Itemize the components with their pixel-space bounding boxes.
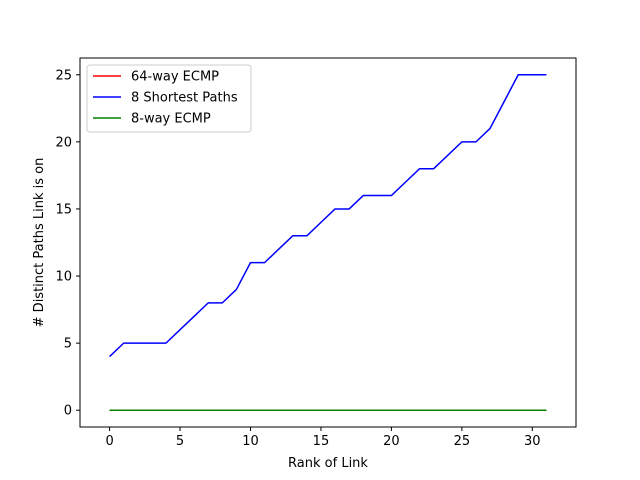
legend: 64-way ECMP 8 Shortest Paths 8-way ECMP (86, 64, 252, 133)
legend-label: 8 Shortest Paths (131, 91, 238, 106)
y-tick-label: 0 (64, 404, 72, 419)
x-axis: 0 5 10 15 20 25 30 (105, 427, 541, 449)
y-axis: 0 5 10 15 20 25 (55, 68, 80, 419)
series-layer (109, 74, 547, 411)
y-tick-label: 20 (55, 135, 72, 150)
y-tick-label: 15 (55, 202, 72, 217)
x-tick-label: 10 (242, 434, 259, 449)
x-tick-label: 25 (454, 434, 471, 449)
y-tick-label: 25 (55, 68, 72, 83)
x-tick-label: 5 (176, 434, 184, 449)
legend-label: 8-way ECMP (131, 112, 211, 127)
x-tick-label: 0 (105, 434, 113, 449)
x-tick-label: 30 (524, 434, 541, 449)
legend-box (86, 64, 252, 133)
x-tick-label: 15 (313, 434, 330, 449)
y-axis-label: # Distinct Paths Link is on (32, 158, 47, 328)
x-axis-label: Rank of Link (288, 456, 368, 471)
legend-label: 64-way ECMP (131, 70, 219, 85)
x-tick-label: 20 (383, 434, 400, 449)
y-tick-label: 10 (55, 270, 72, 285)
series-line-1 (109, 74, 547, 358)
plot-frame (79, 57, 577, 428)
y-tick-label: 5 (64, 337, 72, 352)
